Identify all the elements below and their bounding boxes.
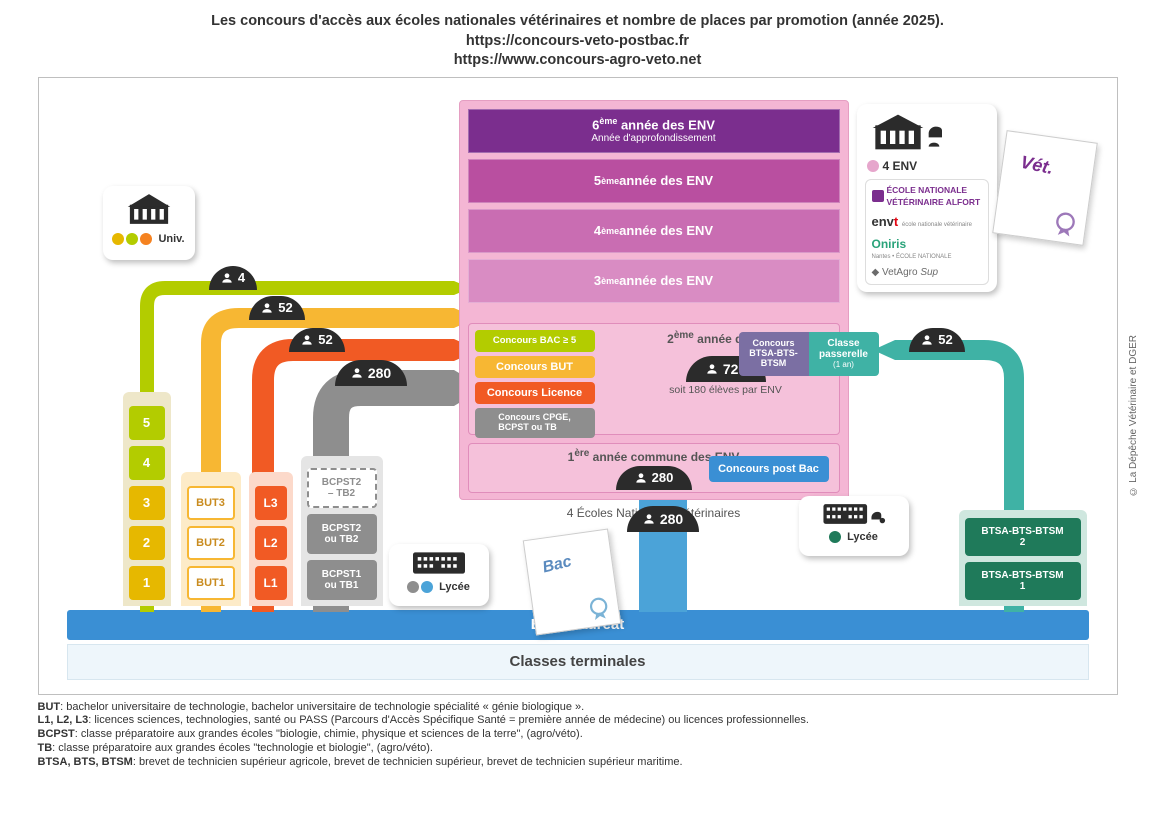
env-year3: 3ème année des ENV: [468, 259, 840, 303]
env-year6: 6ème année des ENV Année d'approfondisse…: [468, 109, 840, 153]
licence-stack: L1 L2 L3: [255, 486, 287, 600]
env-year1-count: 280: [616, 466, 692, 490]
but-1: BUT1: [187, 566, 235, 600]
count-univ: 4: [209, 266, 257, 290]
lycee1-card: Lycée: [389, 544, 489, 606]
env-year4: 4ème année des ENV: [468, 209, 840, 253]
env-year2-sub: soit 180 élèves par ENV: [619, 384, 833, 396]
lycee-icon: [817, 502, 891, 526]
count-postbac: 280: [627, 506, 699, 532]
url-2[interactable]: https://www.concours-agro-veto.net: [454, 52, 702, 68]
l2: L2: [255, 526, 287, 560]
footnotes: BUT: bachelor universitaire de technolog…: [38, 701, 1118, 770]
vet-diploma: Vét.: [992, 130, 1098, 246]
l1: L1: [255, 566, 287, 600]
count-btsa: 52: [909, 328, 965, 352]
btsa-1: BTSA-BTS-BTSM1: [965, 562, 1081, 600]
univ-level-5: 5: [129, 406, 165, 440]
concours-cpge: Concours CPGE,BCPST ou TB: [475, 408, 595, 438]
diagram-frame: Classes terminales Baccalauréat: [38, 77, 1118, 695]
bcpst1: BCPST1ou TB1: [307, 560, 377, 600]
concours-but: Concours BUT: [475, 356, 595, 378]
lycee2-card: Lycée: [799, 496, 909, 556]
passerelle-group: ConcoursBTSA-BTS-BTSM Classepasserelle(1…: [739, 332, 879, 376]
btsa-2: BTSA-BTS-BTSM2: [965, 518, 1081, 556]
count-cpge: 280: [335, 360, 407, 386]
univ-card: Univ.: [103, 186, 195, 260]
env-card: 4 ENV ÉCOLE NATIONALEVÉTÉRINAIRE ALFORT …: [857, 104, 997, 292]
l3: L3: [255, 486, 287, 520]
env-year5: 5ème année des ENV: [468, 159, 840, 203]
env-building-icon: [865, 112, 955, 152]
concours-bac5: Concours BAC ≥ 5: [475, 330, 595, 352]
univ-level-2: 2: [129, 526, 165, 560]
env-panel: 6ème année des ENV Année d'approfondisse…: [459, 100, 849, 500]
classes-terminales-label: Classes terminales: [510, 653, 646, 670]
env-year1-area: 1ère année commune des ENV 280 Concours …: [468, 443, 840, 493]
count-licence: 52: [289, 328, 345, 352]
univ-level-4: 4: [129, 446, 165, 480]
but-stack: BUT1 BUT2 BUT3: [187, 486, 235, 600]
concours-licence: Concours Licence: [475, 382, 595, 404]
cpge-stack: BCPST1ou TB1 BCPST2ou TB2 BCPST2– TB2: [307, 468, 377, 600]
count-but: 52: [249, 296, 305, 320]
title-text: Les concours d'accès aux écoles national…: [30, 12, 1125, 32]
classes-terminales-bar: Classes terminales: [67, 644, 1089, 680]
bcpst2-tb2: BCPST2– TB2: [307, 468, 377, 508]
univ-level-1: 1: [129, 566, 165, 600]
lycee-icon: [408, 550, 470, 576]
univ-level-3: 3: [129, 486, 165, 520]
copyright: © La Dépêche Vétérinaire et DGER: [1128, 335, 1139, 497]
bcpst2: BCPST2ou TB2: [307, 514, 377, 554]
bac-diploma: Bac: [522, 528, 621, 635]
building-icon: [121, 192, 177, 226]
page-title: Les concours d'accès aux écoles national…: [30, 12, 1125, 71]
btsa-stack: BTSA-BTS-BTSM1 BTSA-BTS-BTSM2: [965, 518, 1081, 600]
concours-postbac: Concours post Bac: [709, 456, 829, 482]
but-3: BUT3: [187, 486, 235, 520]
but-2: BUT2: [187, 526, 235, 560]
univ-stack: 1 2 3 4 5: [129, 406, 165, 600]
url-1[interactable]: https://concours-veto-postbac.fr: [466, 33, 689, 49]
